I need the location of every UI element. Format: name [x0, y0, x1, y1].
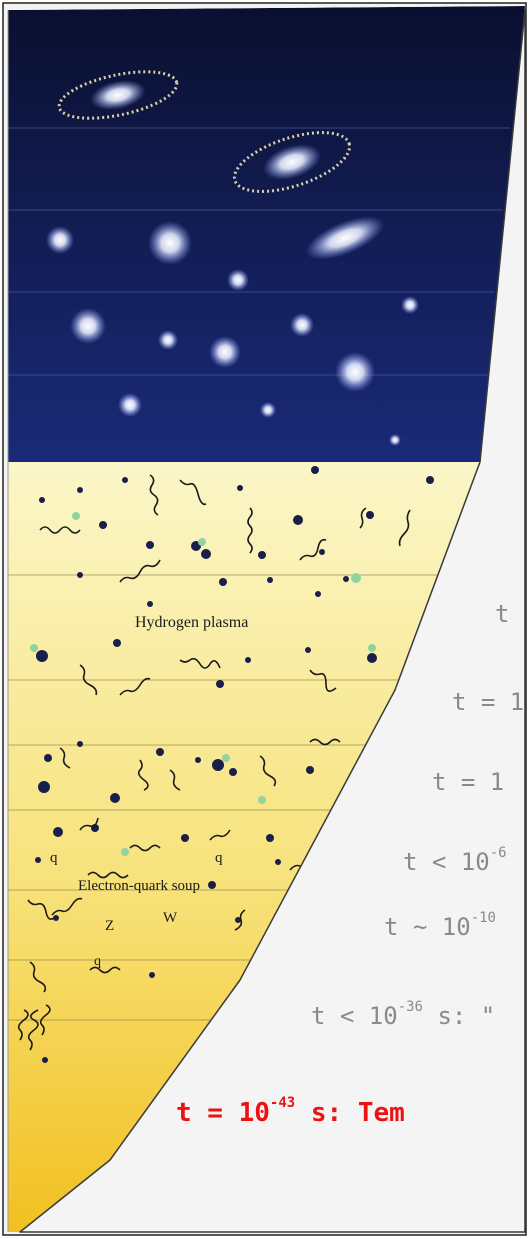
timeline-label: t = 1	[432, 768, 505, 796]
galaxy-era-band	[8, 6, 525, 462]
timeline-label: t < 10-36 s: "	[311, 999, 496, 1030]
history-strip: Hydrogen plasma Electron-quark soup q q …	[8, 6, 525, 1232]
quark-label: q	[94, 954, 101, 969]
timeline-label: t = 1	[452, 688, 525, 716]
timeline-label-planck: t = 10-43 s: Tem	[176, 1095, 405, 1128]
w-boson-label: W	[163, 910, 178, 926]
particle-dots	[35, 466, 434, 1063]
plasma-era-band	[8, 462, 480, 1232]
hydrogen-plasma-label: Hydrogen plasma	[135, 614, 248, 631]
photon-squiggles	[17, 474, 411, 1051]
electron-quark-soup-label: Electron-quark soup	[78, 878, 200, 894]
timeline-label: t ~ 10-10	[384, 910, 496, 941]
sky-layer-lines	[8, 127, 510, 376]
galaxies	[46, 70, 419, 446]
timeline-label: t	[495, 600, 510, 628]
timeline-label: t < 10-6	[403, 845, 507, 876]
quark-label: q	[215, 850, 223, 866]
label-panel	[19, 9, 526, 1233]
quark-label: q	[50, 850, 58, 866]
z-boson-label: Z	[105, 918, 114, 934]
nucleus-pairs	[30, 512, 377, 856]
